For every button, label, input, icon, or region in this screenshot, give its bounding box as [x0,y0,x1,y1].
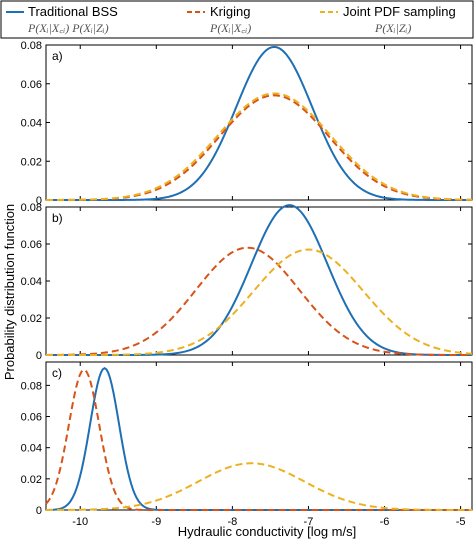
panels: 00.020.040.060.08a)00.020.040.060.08b)00… [21,40,473,528]
legend-entry-traditional-bss: Traditional BSS P(Xᵢ|X꜀ᵢ) P(Xᵢ|Zᵢ) [6,4,118,35]
y-tick-label: 0.06 [21,239,42,251]
legend-entry-joint-pdf-sampling: Joint PDF sampling P(Xᵢ|Zᵢ) [320,4,456,35]
x-tick-label: -5 [456,516,466,528]
legend-formula-kriging: P(Xᵢ|X꜀ᵢ) [209,21,251,35]
series-joint-pdf-sampling [46,92,473,201]
panel-label: a) [52,49,63,63]
x-tick-label: -6 [380,516,390,528]
series-joint-pdf-sampling [46,462,472,511]
y-tick-label: 0 [36,505,42,517]
panel-b: 0 0.02 0.04 0.06 0.08 b) [21,202,473,362]
series-kriging [45,368,472,511]
legend-formula-traditional-bss: P(Xᵢ|X꜀ᵢ) P(Xᵢ|Zᵢ) [27,21,109,35]
x-tick-label: -7 [304,516,314,528]
y-tick-label: 0 [36,350,42,362]
y-tick-label: 0.08 [21,380,42,392]
legend-label-traditional-bss: Traditional BSS [28,4,118,19]
series-kriging [45,246,472,356]
y-tick-label: 0.02 [21,156,42,168]
legend-label-joint-pdf-sampling: Joint PDF sampling [343,4,456,19]
panel-c: 0 0.02 0.04 0.06 0.08 -10 -9 -8 -7 -6 -5 c) [21,361,473,528]
panel-label: c) [52,366,62,380]
y-tick-label: 0.04 [21,276,42,288]
legend-entry-kriging: Kriging P(Xᵢ|X꜀ᵢ) [187,4,251,35]
y-tick-label: 0.06 [21,412,42,424]
y-tick-label: 0.02 [21,313,42,325]
y-tick-label: 0.06 [21,79,42,91]
panel-a: 0 0.02 0.04 0.06 0.08 a) [21,40,473,207]
y-tick-label: 0.08 [21,202,42,214]
y-tick-label: 0 [36,195,42,207]
x-tick-label: -10 [72,516,88,528]
x-tick-label: -8 [227,516,237,528]
y-tick-label: 0.02 [21,474,42,486]
panel-label: b) [52,211,63,225]
series-joint-pdf-sampling [46,248,473,356]
y-tick-label: 0.04 [21,118,42,130]
legend-label-kriging: Kriging [210,4,250,19]
y-axis-label: Probability distribution function [2,204,17,380]
x-tick-label: -9 [151,516,161,528]
legend-formula-joint-pdf-sampling: P(Xᵢ|Zᵢ) [374,21,411,35]
y-tick-label: 0.04 [21,443,42,455]
x-axis-label: Hydraulic conductivity [log m/s] [178,524,356,539]
series-traditional-bss [46,45,472,201]
legend: Traditional BSS P(Xᵢ|X꜀ᵢ) P(Xᵢ|Zᵢ) Krigi… [0,0,474,39]
y-tick-label: 0.08 [21,40,42,52]
